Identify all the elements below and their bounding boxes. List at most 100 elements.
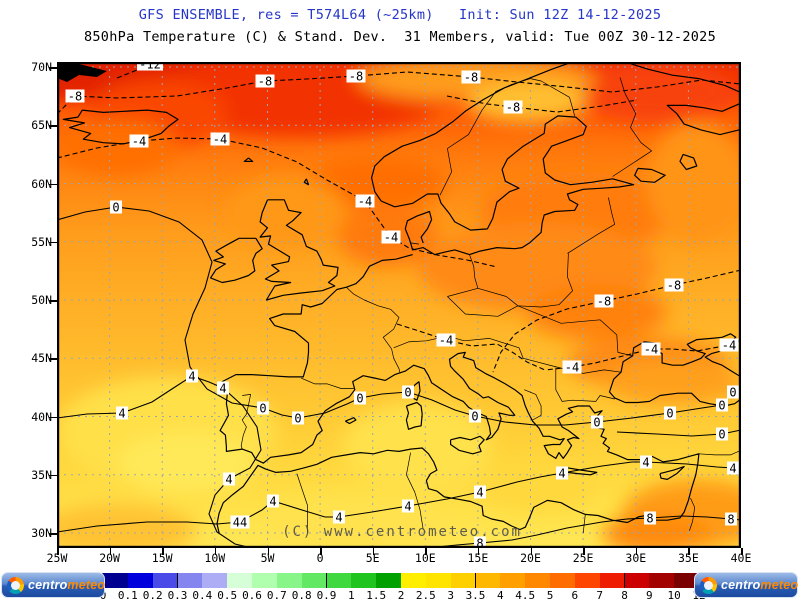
colorbar-segment [574,573,601,588]
svg-text:-4: -4 [132,135,146,149]
svg-text:-4: -4 [384,231,398,245]
watermark: (C) www.centrometeo.com [282,524,522,540]
lon-tick [214,548,217,555]
lon-tick [583,548,585,555]
colorbar-tick-0.2: 0.2 [142,589,163,600]
lat-label-50N: 50N [31,293,52,307]
lon-label-25W: 25W [46,551,68,565]
lon-tick [635,548,638,555]
lon-tick [267,548,269,555]
colorbar-tick-3: 3 [447,589,454,600]
svg-text:4: 4 [476,486,483,500]
colorbar-segment [450,573,477,588]
colorbar-segment [301,573,328,588]
colorbar-tick-3.5: 3.5 [465,589,486,600]
colorbar-segment [351,573,378,588]
colorbar-tick-2: 2 [397,589,405,600]
colorbar-segment [475,573,502,588]
colorbar-segment [425,573,452,588]
colorbar-tick-9: 9 [646,589,653,600]
colorbar-tick-2.5: 2.5 [415,589,436,600]
lat-tick [49,416,57,418]
colorbar-tick-0.4: 0.4 [192,589,213,600]
svg-text:-8: -8 [68,90,82,104]
lon-tick [530,548,532,555]
svg-text:-8: -8 [349,70,363,84]
colorbar-tick-5: 5 [546,589,554,600]
lon-label-35E: 35E [678,551,699,565]
colorbar-segment [649,573,676,588]
svg-text:4: 4 [335,511,342,525]
colorbar-tick-0.3: 0.3 [167,589,188,600]
lon-tick [320,548,322,555]
colorbar-tick-7: 7 [596,589,603,600]
svg-text:0: 0 [404,386,411,400]
colorbar-segment [177,573,204,588]
colorbar-segment [276,573,303,588]
svg-text:4: 4 [269,495,276,509]
centrometeo-logo-right: centrometeo [694,572,798,598]
temperature-blobs [0,46,772,556]
lat-label-45N: 45N [31,351,52,366]
svg-text:-8: -8 [258,75,272,89]
lon-label-40E: 40E [730,551,752,565]
svg-text:8: 8 [476,537,483,549]
colorbar-tick-1: 1 [348,589,355,600]
lat-tick [49,533,57,535]
lat-label-40N: 40N [31,409,52,424]
svg-text:0: 0 [112,201,119,215]
colorbar-segment [227,573,253,588]
map-area: -12 -8 -8 -8 -8 -8 -8 -8 -4 -4 -4 -4 -4 -4 -4 -4 0 0 0 0 0 0 0… [0,46,772,556]
lon-label-10W: 10W [204,551,226,565]
lon-tick [741,548,743,555]
svg-text:4: 4 [225,473,232,487]
lon-label-25E: 25E [572,551,594,565]
lon-label-10E: 10E [414,551,436,565]
centrometeo-logo-text: centrometeo [28,578,106,592]
colorbar-tick-4.5: 4.5 [515,589,536,600]
svg-text:4: 4 [219,382,226,396]
lon-label-0: 0 [316,551,324,565]
svg-text:0: 0 [471,410,478,424]
lat-tick [49,474,57,477]
colorbar-tick-4: 4 [497,589,504,600]
svg-text:44: 44 [233,516,247,530]
lon-tick [477,548,480,555]
svg-text:-4: -4 [644,343,658,357]
svg-text:-4: -4 [565,361,579,375]
svg-text:-4: -4 [722,339,736,353]
centrometeo-swirl-icon [7,576,24,594]
svg-text:4: 4 [729,462,736,476]
lon-label-5E: 5E [365,551,380,565]
country-borders [240,77,742,534]
lat-label-35N: 35N [31,467,52,482]
svg-text:0: 0 [718,399,725,413]
lat-tick [49,300,57,302]
colorbar-segment [624,573,651,588]
lon-label-20E: 20E [520,551,541,565]
svg-text:0: 0 [729,386,736,400]
lon-tick [109,548,112,555]
svg-text:-4: -4 [213,133,227,147]
svg-text:0: 0 [718,428,725,442]
svg-text:4: 4 [118,407,125,421]
model-init-title: GFS ENSEMBLE, res = T574L64 (~25km) Init… [138,7,662,23]
lon-tick [372,548,375,555]
colorbar-segment [401,573,427,588]
lat-tick [49,125,57,127]
svg-text:-8: -8 [464,71,478,85]
centrometeo-swirl-icon [700,576,717,594]
lon-label-15W: 15W [151,551,173,565]
colorbar-tick-0.8: 0.8 [291,589,312,600]
lon-label-5W: 5W [260,551,275,565]
colorbar-segment [500,573,527,588]
lon-tick [57,548,59,555]
colorbar-segment [525,573,551,588]
colorbar-tick-6: 6 [571,589,579,600]
colorbar-segment [127,573,154,588]
greenland-coast-fragment [57,62,107,82]
lon-label-15E: 15E [467,551,489,565]
svg-text:8: 8 [727,513,734,527]
colorbar-tick-10: 10 [667,589,681,600]
